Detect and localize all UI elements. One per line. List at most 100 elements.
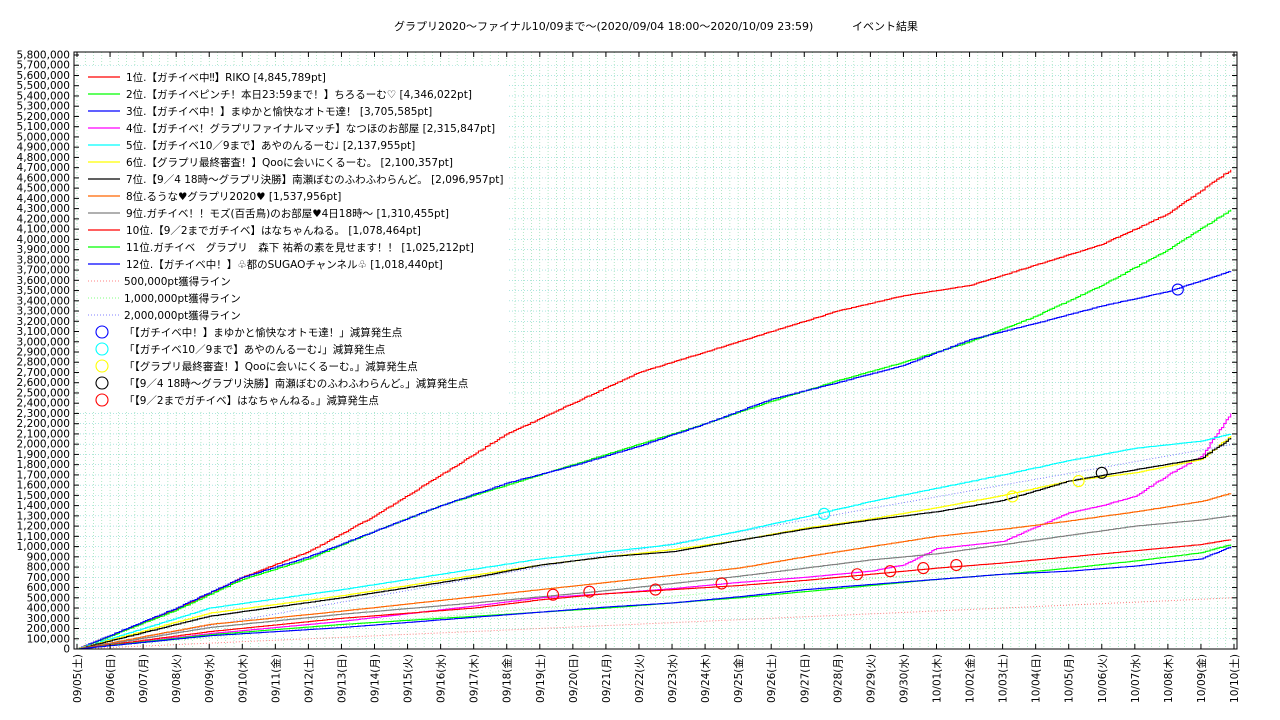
x-tick-label: 09/24(木) xyxy=(700,654,712,703)
x-tick-label: 10/06(火) xyxy=(1097,654,1109,703)
y-axis-ticks: 0100,000200,000300,000400,000500,000600,… xyxy=(17,50,1237,656)
y-tick-label: 4,800,000 xyxy=(17,152,70,164)
y-tick-label: 3,900,000 xyxy=(17,244,70,256)
x-tick-label: 09/28(月) xyxy=(832,654,844,703)
legend-marker-swatch-2 xyxy=(95,342,109,356)
x-tick-label: 09/21(月) xyxy=(601,654,613,703)
y-tick-label: 5,200,000 xyxy=(17,111,70,123)
y-tick-label: 1,800,000 xyxy=(17,459,70,471)
y-tick-label: 5,800,000 xyxy=(17,50,70,62)
legend-label-2: 2位.【ガチイベピンチ！本日23:59まで！】ちろるーむ♡ [4,346,022… xyxy=(126,88,472,101)
y-tick-label: 2,200,000 xyxy=(17,418,70,430)
series-line-8 xyxy=(77,493,1232,650)
x-tick-label: 09/11(金) xyxy=(269,654,282,703)
y-tick-label: 1,400,000 xyxy=(17,500,70,512)
legend-label-7: 7位.【9／4 18時〜グラプリ決勝】南瀬ぼむのふわふわらんど。 [2,096,… xyxy=(126,173,504,186)
x-tick-label: 10/03(土) xyxy=(997,654,1010,703)
x-tick-label: 09/20(日) xyxy=(568,654,580,703)
penalty-marker-5 xyxy=(950,558,963,572)
legend-background xyxy=(80,66,508,412)
penalty-marker-5 xyxy=(851,568,864,581)
legend-label-11: 11位.ガチイベ グラプリ 森下 祐希の素を見せます！！ [1,025,212p… xyxy=(126,241,474,254)
legend-label-3: 3位.【ガチイベ中！】まゆかと愉快なオトモ達！ [3,705,585pt] xyxy=(126,105,432,118)
y-tick-label: 2,100,000 xyxy=(17,428,70,440)
x-tick-label: 09/07(月) xyxy=(138,654,150,703)
y-tick-label: 4,300,000 xyxy=(17,203,70,215)
y-tick-label: 3,500,000 xyxy=(17,285,70,297)
y-tick-label: 1,500,000 xyxy=(17,490,70,502)
x-tick-label: 10/05(月) xyxy=(1064,654,1076,703)
penalty-marker-4 xyxy=(1095,466,1108,479)
x-tick-label: 09/09(水) xyxy=(204,654,216,703)
x-tick-label: 09/27(日) xyxy=(799,654,811,703)
y-tick-label: 1,100,000 xyxy=(17,531,70,543)
x-tick-label: 09/26(土) xyxy=(765,654,778,703)
series-line-7 xyxy=(77,438,1232,650)
penalty-marker-5 xyxy=(884,565,897,578)
y-tick-label: 3,800,000 xyxy=(17,254,70,266)
penalty-marker-3 xyxy=(1072,474,1085,488)
series-line-10 xyxy=(77,539,1232,650)
x-tick-label: 09/18(金) xyxy=(501,654,514,703)
x-axis-ticks: 09/05(土) 09/06(日) 09/07(月) 09/08(火) 09/09(水)… xyxy=(71,52,1241,703)
legend-label-8: 8位.るうな♥グラプリ2020♥ [1,537,956pt] xyxy=(126,190,341,203)
series-line-4 xyxy=(77,413,1232,650)
y-tick-label: 4,500,000 xyxy=(17,183,70,195)
y-tick-label: 4,100,000 xyxy=(17,224,70,236)
x-tick-label: 09/25(金) xyxy=(732,654,745,703)
y-tick-label: 900,000 xyxy=(27,551,70,563)
x-tick-label: 10/07(水) xyxy=(1130,654,1142,703)
series-line-5 xyxy=(77,433,1232,650)
y-tick-label: 3,300,000 xyxy=(17,306,70,318)
penalty-marker-2 xyxy=(818,507,831,520)
x-tick-label: 09/19(土) xyxy=(534,654,547,703)
x-tick-label: 09/23(水) xyxy=(667,654,679,703)
legend-label-1: 1位.【ガチイベ中‼】RIKO [4,845,789pt] xyxy=(126,71,326,84)
x-tick-label: 10/01(木) xyxy=(932,654,944,703)
y-tick-label: 3,000,000 xyxy=(17,336,70,348)
x-tick-label: 09/22(火) xyxy=(634,654,646,703)
series-line-12 xyxy=(77,546,1232,650)
reference-line-3 xyxy=(76,443,1235,650)
x-tick-label: 10/09(金) xyxy=(1195,654,1208,703)
y-tick-label: 3,400,000 xyxy=(17,295,70,307)
legend-refline-label-3: 2,000,000pt獲得ライン xyxy=(124,309,241,322)
legend: 1位.【ガチイベ中‼】RIKO [4,845,789pt] 2位.【ガチイベピンチ… xyxy=(80,66,508,412)
legend-marker-label-3: 「【グラプリ最終審査！】Qooに会いにくるーむ。」減算発生点 xyxy=(124,360,418,373)
x-tick-label: 09/10(木) xyxy=(237,654,249,703)
y-tick-label: 3,200,000 xyxy=(17,316,70,328)
y-tick-label: 1,700,000 xyxy=(17,469,70,481)
y-tick-label: 2,500,000 xyxy=(17,387,70,399)
penalty-marker-3 xyxy=(1006,490,1019,503)
legend-marker-label-1: 「【ガチイベ中！】まゆかと愉快なオトモ達！」減算発生点 xyxy=(124,326,402,339)
y-tick-label: 1,300,000 xyxy=(17,510,70,522)
y-tick-label: 2,600,000 xyxy=(17,377,70,389)
y-tick-label: 5,600,000 xyxy=(17,70,70,82)
reference-lines xyxy=(76,443,1235,650)
y-tick-label: 800,000 xyxy=(27,562,70,574)
x-tick-label: 09/17(木) xyxy=(469,654,481,703)
y-tick-label: 3,100,000 xyxy=(17,326,70,338)
y-tick-label: 2,800,000 xyxy=(17,357,70,369)
x-tick-label: 10/02(金) xyxy=(964,654,977,703)
penalty-markers xyxy=(546,283,1184,601)
y-tick-label: 4,900,000 xyxy=(17,142,70,154)
x-tick-label: 09/14(月) xyxy=(370,654,382,703)
y-tick-label: 1,600,000 xyxy=(17,480,70,492)
y-tick-label: 0 xyxy=(63,644,70,656)
legend-label-12: 12位.【ガチイベ中！】♧都のSUGAOチャンネル♧ [1,018,440pt] xyxy=(126,258,443,271)
y-tick-label: 4,700,000 xyxy=(17,162,70,174)
legend-marker-label-2: 「【ガチイベ10／9まで】あやのんるーむ♩」減算発生点 xyxy=(124,343,385,356)
chart-title: グラプリ2020〜ファイナル10/09まで〜(2020/09/04 18:00〜… xyxy=(394,19,813,33)
series-line-1 xyxy=(77,169,1232,650)
legend-label-5: 5位.【ガチイベ10／9まで】あやのんるーむ♩ [2,137,955pt] xyxy=(126,139,415,152)
y-tick-label: 100,000 xyxy=(27,633,70,645)
x-tick-label: 09/16(水) xyxy=(436,654,448,703)
x-tick-label: 09/05(土) xyxy=(71,654,84,703)
y-tick-label: 4,000,000 xyxy=(17,234,70,246)
y-tick-label: 2,700,000 xyxy=(17,367,70,379)
y-tick-label: 2,300,000 xyxy=(17,408,70,420)
y-tick-label: 1,200,000 xyxy=(17,521,70,533)
y-tick-label: 1,000,000 xyxy=(17,541,70,553)
